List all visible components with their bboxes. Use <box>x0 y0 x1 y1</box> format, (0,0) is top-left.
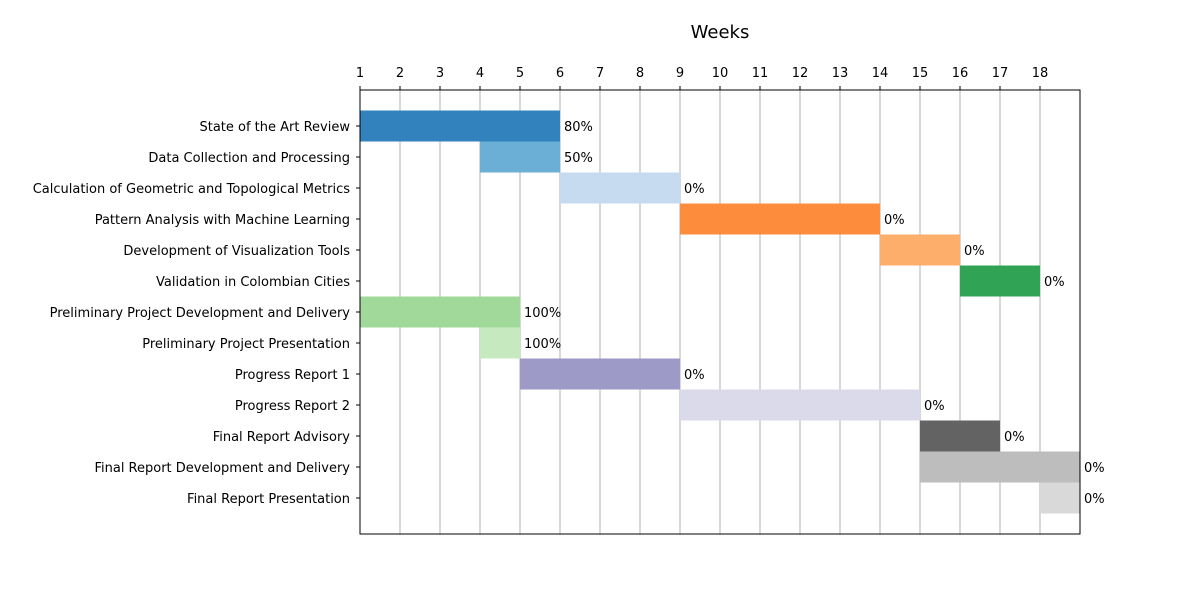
task-bar <box>880 234 960 266</box>
x-tick-label: 3 <box>436 66 444 81</box>
x-tick-label: 6 <box>556 66 564 81</box>
progress-label: 0% <box>884 213 905 228</box>
x-tick-label: 8 <box>636 66 644 81</box>
progress-label: 100% <box>524 306 561 321</box>
progress-labels: 80% 50% 0% 0% 0% 0% 100% 100% 0% 0% 0% 0% 0% <box>524 120 1105 507</box>
x-tick-label: 13 <box>832 66 849 81</box>
progress-label: 0% <box>1044 275 1065 290</box>
task-label: State of the Art Review <box>199 120 350 135</box>
task-label: Preliminary Project Presentation <box>142 337 350 352</box>
progress-label: 80% <box>564 120 593 135</box>
x-axis-ticks: 1 2 3 4 5 6 7 8 9 10 11 12 13 14 15 16 17 18 <box>356 66 1049 499</box>
x-tick-label: 11 <box>752 66 769 81</box>
progress-label: 50% <box>564 151 593 166</box>
x-tick-label: 1 <box>356 66 364 81</box>
x-axis-title: Weeks <box>691 22 750 43</box>
progress-label: 100% <box>524 337 561 352</box>
progress-label: 0% <box>1004 430 1025 445</box>
x-tick-label: 2 <box>396 66 404 81</box>
x-tick-label: 14 <box>872 66 889 81</box>
task-bar <box>560 172 680 204</box>
progress-label: 0% <box>684 182 705 197</box>
task-bar <box>1040 482 1080 514</box>
x-tick-label: 15 <box>912 66 929 81</box>
progress-label: 0% <box>1084 492 1105 507</box>
x-tick-label: 4 <box>476 66 484 81</box>
task-bar <box>360 296 520 328</box>
task-label: Data Collection and Processing <box>148 151 350 166</box>
task-label: Final Report Presentation <box>187 492 350 507</box>
task-bar <box>480 141 560 173</box>
task-bar <box>480 327 520 359</box>
x-tick-label: 9 <box>676 66 684 81</box>
progress-label: 0% <box>964 244 985 259</box>
task-bar <box>920 420 1000 452</box>
x-tick-label: 18 <box>1032 66 1049 81</box>
progress-label: 0% <box>684 368 705 383</box>
progress-label: 0% <box>1084 461 1105 476</box>
x-tick-label: 17 <box>992 66 1009 81</box>
x-tick-label: 10 <box>712 66 729 81</box>
task-labels: State of the Art Review Data Collection a… <box>33 120 351 507</box>
task-label: Pattern Analysis with Machine Learning <box>95 213 350 228</box>
task-bar <box>680 203 880 235</box>
task-bar <box>360 110 560 142</box>
x-tick-label: 12 <box>792 66 809 81</box>
task-label: Progress Report 1 <box>235 368 350 383</box>
task-label: Final Report Development and Delivery <box>94 461 350 476</box>
x-tick-label: 7 <box>596 66 604 81</box>
task-label: Final Report Advisory <box>213 430 351 445</box>
x-tick-label: 5 <box>516 66 524 81</box>
task-label: Calculation of Geometric and Topological… <box>33 182 351 197</box>
task-label: Progress Report 2 <box>235 399 350 414</box>
task-bar <box>520 358 680 390</box>
task-bar <box>960 265 1040 297</box>
task-bar <box>680 389 920 421</box>
task-label: Validation in Colombian Cities <box>156 275 350 290</box>
task-bars <box>360 110 1080 514</box>
progress-label: 0% <box>924 399 945 414</box>
task-bar <box>920 451 1080 483</box>
x-tick-label: 16 <box>952 66 969 81</box>
task-label: Preliminary Project Development and Deli… <box>50 306 351 321</box>
task-label: Development of Visualization Tools <box>123 244 350 259</box>
